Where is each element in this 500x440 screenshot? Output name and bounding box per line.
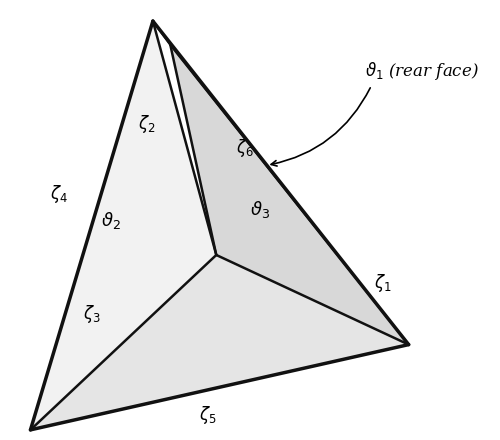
Polygon shape	[30, 21, 216, 430]
Polygon shape	[170, 45, 408, 345]
Text: $\vartheta_3$: $\vartheta_3$	[250, 198, 270, 220]
Text: $\zeta_2$: $\zeta_2$	[138, 113, 155, 135]
Text: $\zeta_5$: $\zeta_5$	[199, 403, 216, 425]
Text: $\zeta_4$: $\zeta_4$	[50, 183, 68, 205]
Text: $\zeta_3$: $\zeta_3$	[83, 303, 100, 325]
Polygon shape	[153, 21, 408, 345]
Text: $\zeta_6$: $\zeta_6$	[236, 137, 254, 159]
Text: $\zeta_1$: $\zeta_1$	[374, 272, 391, 294]
Text: $\vartheta_2$: $\vartheta_2$	[102, 209, 121, 231]
Polygon shape	[30, 255, 408, 430]
Text: $\vartheta_1$ (rear face): $\vartheta_1$ (rear face)	[365, 60, 479, 82]
Text: $\vartheta_4$: $\vartheta_4$	[232, 315, 252, 335]
